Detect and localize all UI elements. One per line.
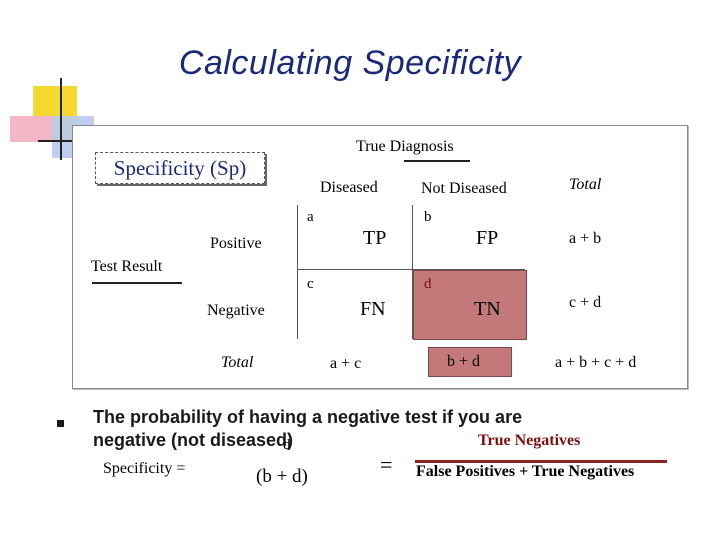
total-row-label: Total [221, 354, 254, 371]
cell-a-label: a [307, 209, 314, 225]
row1-total: a + b [569, 230, 602, 247]
formula-equals: = [380, 452, 393, 477]
slide-title: Calculating Specificity [178, 44, 522, 82]
specificity-label-box: Specificity (Sp) [95, 152, 265, 184]
bd-cell-highlight [428, 347, 512, 377]
bullet-line-1: The probability of having a negative tes… [93, 407, 523, 427]
col1-total: a + c [330, 355, 362, 372]
diseased-header: Diseased [320, 179, 378, 196]
formula-denominator-words: False Positives + True Negatives [416, 463, 635, 480]
col2-total: b + d [447, 353, 481, 370]
table-divider-middle [297, 269, 525, 270]
formula-denominator: (b + d) [256, 466, 308, 487]
table-divider-right [412, 205, 413, 339]
bullet-marker [57, 420, 64, 427]
not-diseased-header: Not Diseased [421, 180, 507, 197]
formula-fraction-line [415, 460, 667, 463]
cell-b-label: b [424, 209, 432, 225]
total-column-header: Total [569, 176, 602, 193]
tn-cell-highlight [413, 270, 527, 340]
true-diagnosis-underline [404, 160, 470, 162]
row2-total: c + d [569, 294, 602, 311]
decor-horizontal-line [38, 140, 82, 142]
true-diagnosis-header: True Diagnosis [356, 138, 454, 155]
tn-value: TN [474, 298, 501, 320]
formula-numerator-words: True Negatives [478, 432, 581, 449]
bullet-line-2: negative (not diseased) [93, 430, 294, 450]
negative-row-label: Negative [207, 302, 265, 319]
table-divider-left [297, 205, 298, 339]
cell-d-label: d [424, 276, 432, 292]
test-result-label: Test Result [91, 258, 163, 275]
formula-label: Specificity = [103, 460, 186, 477]
cell-c-label: c [307, 276, 314, 292]
decor-pink-square [10, 116, 54, 142]
decor-vertical-line [60, 78, 62, 160]
grand-total: a + b + c + d [555, 354, 637, 371]
fp-value: FP [476, 227, 499, 249]
tp-value: TP [363, 227, 387, 249]
fn-value: FN [360, 298, 386, 320]
formula-numerator-d: d [283, 437, 291, 453]
test-result-underline [92, 282, 182, 284]
positive-row-label: Positive [210, 235, 262, 252]
